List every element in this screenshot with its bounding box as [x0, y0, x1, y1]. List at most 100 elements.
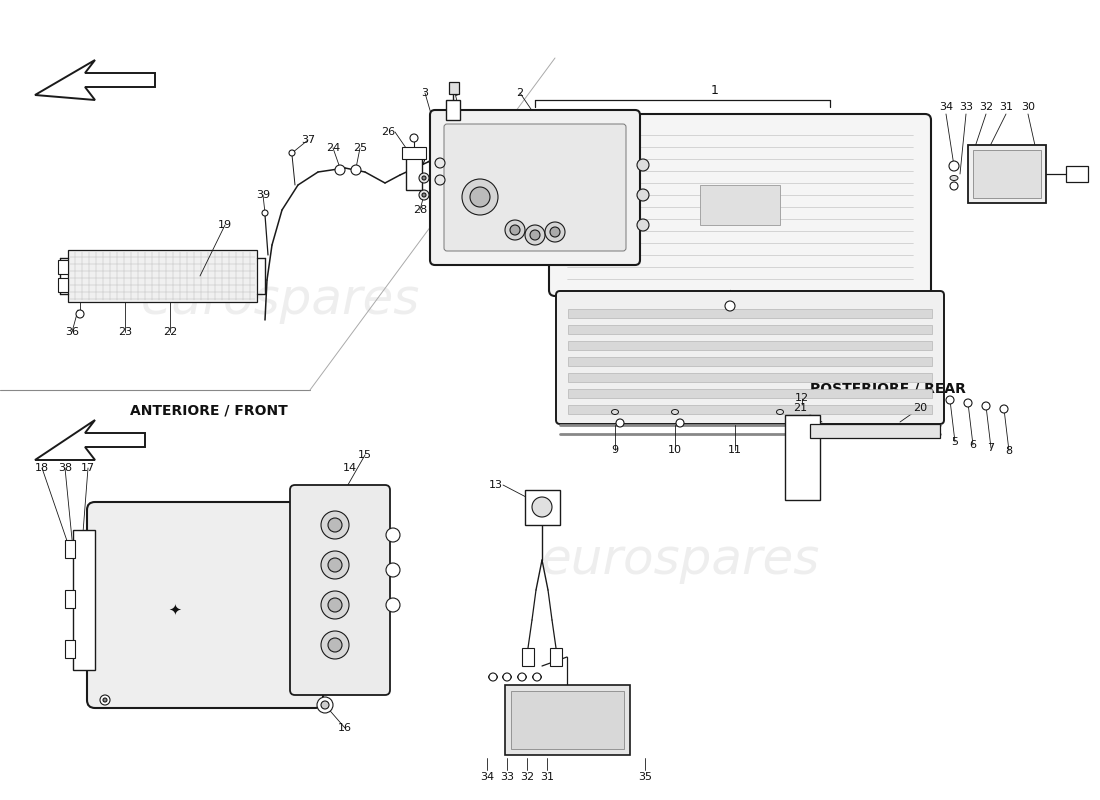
Circle shape: [321, 551, 349, 579]
Text: ✦: ✦: [168, 602, 182, 618]
Bar: [568, 389, 932, 398]
Circle shape: [434, 175, 446, 185]
Text: eurospares: eurospares: [540, 536, 820, 584]
Bar: [1066, 166, 1088, 182]
Bar: [68, 250, 257, 302]
Text: 35: 35: [638, 772, 652, 782]
Text: 17: 17: [81, 463, 95, 473]
Circle shape: [262, 210, 268, 216]
Text: POSTERIORE / REAR: POSTERIORE / REAR: [810, 381, 966, 395]
Bar: [65, 540, 75, 558]
Circle shape: [676, 419, 684, 427]
Bar: [974, 150, 1041, 198]
Circle shape: [462, 179, 498, 215]
Polygon shape: [35, 60, 155, 100]
Bar: [402, 147, 426, 159]
Circle shape: [544, 222, 565, 242]
Text: 38: 38: [58, 463, 73, 473]
Circle shape: [321, 631, 349, 659]
Text: 34: 34: [480, 772, 494, 782]
Circle shape: [725, 301, 735, 311]
Text: ANTERIORE / FRONT: ANTERIORE / FRONT: [130, 403, 288, 417]
Text: 24: 24: [326, 143, 340, 153]
Text: 3: 3: [421, 88, 429, 98]
FancyBboxPatch shape: [444, 124, 626, 251]
Circle shape: [503, 673, 512, 681]
Circle shape: [950, 182, 958, 190]
Bar: [522, 648, 534, 666]
Text: 39: 39: [256, 190, 271, 200]
Bar: [525, 490, 560, 525]
Bar: [550, 648, 562, 666]
Text: 1: 1: [711, 83, 719, 97]
Circle shape: [351, 165, 361, 175]
Circle shape: [289, 150, 295, 156]
Text: 20: 20: [913, 403, 927, 413]
Ellipse shape: [671, 410, 679, 414]
Circle shape: [328, 518, 342, 532]
Circle shape: [534, 673, 541, 681]
Circle shape: [422, 176, 426, 180]
Circle shape: [616, 419, 624, 427]
Circle shape: [964, 399, 972, 407]
Text: 6: 6: [969, 440, 977, 450]
Bar: [406, 155, 422, 190]
Circle shape: [419, 173, 429, 183]
Text: 28: 28: [412, 205, 427, 215]
Bar: [968, 145, 1046, 203]
Text: 10: 10: [668, 445, 682, 455]
Text: 15: 15: [358, 450, 372, 460]
Bar: [700, 185, 780, 225]
Circle shape: [490, 673, 497, 681]
Circle shape: [1000, 405, 1008, 413]
Text: 2: 2: [516, 88, 524, 98]
Text: 31: 31: [999, 102, 1013, 112]
Text: 25: 25: [353, 143, 367, 153]
Circle shape: [505, 220, 525, 240]
Circle shape: [386, 563, 400, 577]
Circle shape: [637, 159, 649, 171]
Text: 30: 30: [1021, 102, 1035, 112]
Circle shape: [518, 673, 526, 681]
Circle shape: [949, 161, 959, 171]
Bar: [505, 685, 630, 755]
Circle shape: [419, 190, 429, 200]
Bar: [449, 82, 459, 94]
Text: 31: 31: [540, 772, 554, 782]
Bar: [65, 640, 75, 658]
Circle shape: [525, 225, 544, 245]
Text: 22: 22: [163, 327, 177, 337]
Bar: [568, 325, 932, 334]
Circle shape: [100, 695, 110, 705]
Ellipse shape: [532, 674, 541, 679]
Text: 11: 11: [728, 445, 743, 455]
Circle shape: [321, 511, 349, 539]
Bar: [568, 309, 932, 318]
Text: 8: 8: [1005, 446, 1013, 456]
Ellipse shape: [950, 175, 958, 181]
Circle shape: [321, 591, 349, 619]
Circle shape: [386, 598, 400, 612]
Text: 23: 23: [118, 327, 132, 337]
Circle shape: [550, 227, 560, 237]
FancyBboxPatch shape: [549, 114, 931, 296]
Circle shape: [532, 497, 552, 517]
FancyBboxPatch shape: [290, 485, 390, 695]
FancyBboxPatch shape: [430, 110, 640, 265]
Circle shape: [982, 402, 990, 410]
Text: 9: 9: [612, 445, 618, 455]
Text: 18: 18: [35, 463, 50, 473]
Circle shape: [530, 230, 540, 240]
Bar: [58, 260, 68, 274]
Circle shape: [103, 698, 107, 702]
Circle shape: [328, 598, 342, 612]
Text: 34: 34: [939, 102, 953, 112]
Text: 12: 12: [795, 393, 810, 403]
Circle shape: [946, 396, 954, 404]
Ellipse shape: [488, 674, 497, 679]
Text: 7: 7: [988, 443, 994, 453]
Text: 33: 33: [959, 102, 974, 112]
Text: 27: 27: [412, 157, 427, 167]
Bar: [568, 341, 932, 350]
Text: 13: 13: [490, 480, 503, 490]
